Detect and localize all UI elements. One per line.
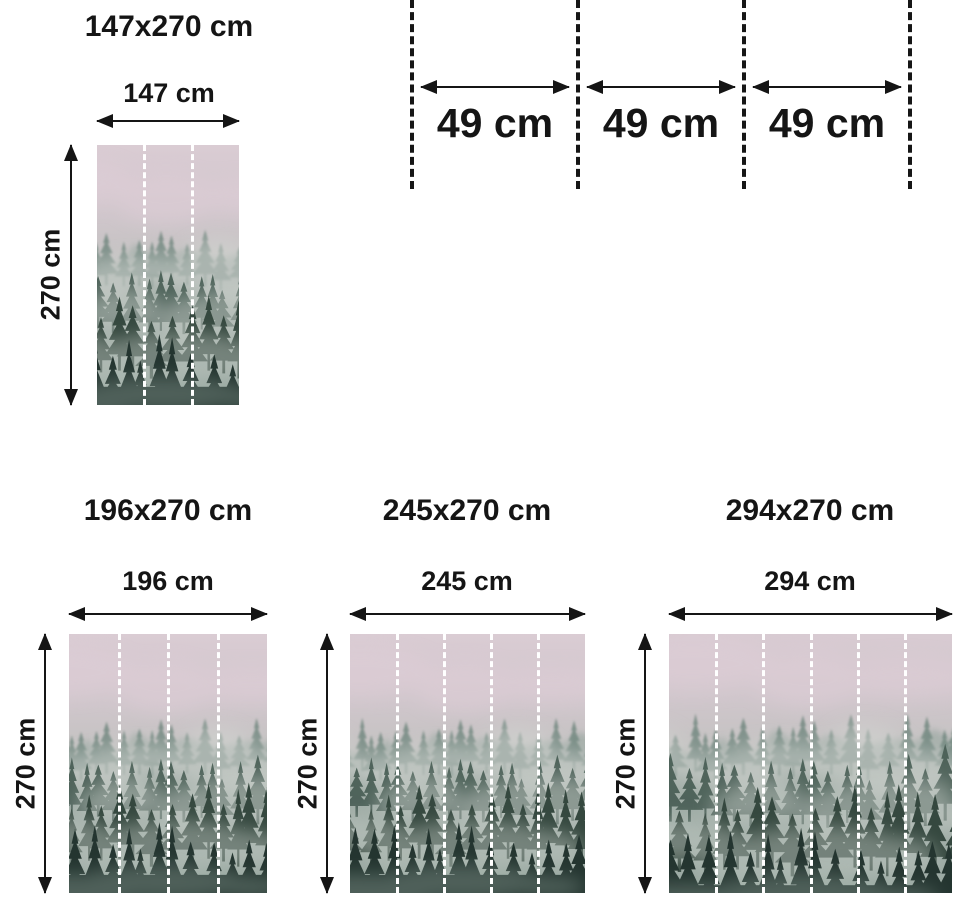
mural-preview	[669, 634, 952, 893]
segment-label: 49 cm	[436, 100, 554, 146]
fold-line	[410, 0, 414, 189]
segment-label: 49 cm	[768, 100, 886, 146]
panel-divider-line	[190, 145, 194, 405]
mural-preview	[69, 634, 267, 893]
segment-arrow	[420, 80, 570, 94]
panel-divider-line	[903, 634, 907, 893]
height-label: 270 cm	[292, 717, 323, 810]
width-arrow	[668, 607, 953, 621]
panel-divider-line	[143, 145, 147, 405]
width-label: 245 cm	[421, 566, 513, 596]
panel-divider-line	[396, 634, 399, 893]
width-arrow	[68, 607, 268, 621]
panel-divider-line	[537, 634, 540, 893]
panel-divider-line	[443, 634, 446, 893]
height-label: 270 cm	[35, 228, 66, 321]
foggy-forest-image	[97, 145, 239, 405]
segment-arrow	[752, 80, 902, 94]
mural-preview	[97, 145, 239, 405]
size-title: 245x270 cm	[382, 494, 552, 527]
width-label: 147 cm	[123, 78, 215, 108]
segment-label: 49 cm	[602, 100, 720, 146]
panel-divider-line	[216, 634, 220, 893]
height-arrow	[638, 633, 652, 894]
height-arrow	[320, 633, 334, 894]
foggy-forest-image	[350, 634, 585, 893]
panel-divider-line	[715, 634, 719, 893]
size-title: 294x270 cm	[725, 494, 895, 527]
fold-line	[576, 0, 580, 189]
height-arrow	[64, 144, 78, 406]
fold-line	[742, 0, 746, 189]
size-title: 147x270 cm	[84, 10, 254, 43]
mural-preview	[350, 634, 585, 893]
panel-divider-line	[167, 634, 170, 893]
panel-divider-line	[809, 634, 813, 893]
width-label: 196 cm	[122, 566, 214, 596]
segment-arrow	[586, 80, 736, 94]
width-label: 294 cm	[764, 566, 856, 596]
height-label: 270 cm	[10, 717, 41, 810]
panel-divider-line	[762, 634, 766, 893]
height-label: 270 cm	[610, 717, 641, 810]
fold-line	[908, 0, 912, 189]
height-arrow	[38, 633, 52, 894]
panel-divider-line	[117, 634, 121, 893]
width-arrow	[96, 114, 240, 128]
width-arrow	[349, 607, 586, 621]
size-title: 196x270 cm	[83, 494, 253, 527]
panel-divider-line	[490, 634, 493, 893]
panel-divider-line	[856, 634, 860, 893]
